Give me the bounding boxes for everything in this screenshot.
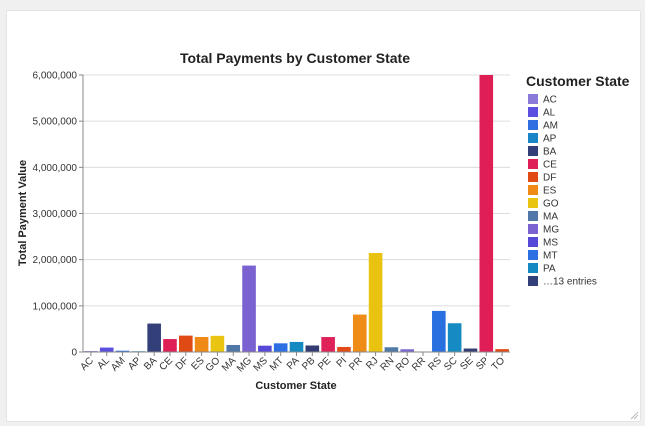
legend-swatch bbox=[528, 237, 538, 247]
x-tick-label: ES bbox=[190, 355, 207, 372]
bar-chart: Total Payments by Customer State 0 1,000,… bbox=[17, 50, 639, 420]
legend-swatch bbox=[528, 146, 538, 156]
bar-rs[interactable] bbox=[432, 310, 446, 352]
bar-to[interactable] bbox=[495, 349, 509, 352]
x-tick-label: SC bbox=[442, 355, 460, 373]
y-tick-label: 2,000,000 bbox=[33, 255, 78, 266]
legend-swatch bbox=[528, 250, 538, 260]
x-tick-label: RS bbox=[426, 355, 444, 373]
legend-swatch bbox=[528, 224, 538, 234]
bar-rn[interactable] bbox=[384, 347, 399, 352]
x-tick-label: PR bbox=[347, 355, 365, 373]
legend-swatch bbox=[528, 276, 538, 286]
chart-panel: Total Payments by Customer State 0 1,000,… bbox=[6, 10, 641, 422]
bar-pi[interactable] bbox=[337, 346, 351, 352]
bar-pe[interactable] bbox=[321, 337, 335, 352]
y-tick-label: 6,000,000 bbox=[33, 71, 78, 82]
y-tick-label: 4,000,000 bbox=[33, 163, 78, 174]
gridlines bbox=[83, 74, 510, 307]
chart-title: Total Payments by Customer State bbox=[180, 50, 410, 66]
x-tick-label: CE bbox=[157, 355, 175, 373]
legend-label: AP bbox=[543, 134, 557, 145]
legend-label: AC bbox=[543, 95, 557, 106]
x-axis-label: Customer State bbox=[255, 380, 336, 392]
bar-go[interactable] bbox=[210, 335, 225, 352]
x-tick-label: PI bbox=[335, 355, 349, 369]
legend-more-entries[interactable]: …13 entries bbox=[543, 277, 597, 288]
legend-label: MT bbox=[543, 251, 557, 262]
x-tick-label: MA bbox=[220, 355, 239, 374]
legend-swatch bbox=[528, 263, 538, 273]
x-tick-label: AM bbox=[109, 355, 127, 373]
legend-swatch bbox=[528, 120, 538, 130]
x-tick-label: RN bbox=[379, 355, 397, 373]
x-tick-label: PA bbox=[285, 355, 302, 372]
legend-label: MG bbox=[543, 225, 559, 236]
legend-label: AM bbox=[543, 121, 558, 132]
y-tick-label: 1,000,000 bbox=[33, 301, 78, 312]
legend-title: Customer State bbox=[526, 73, 630, 89]
bar-ba[interactable] bbox=[147, 323, 161, 352]
legend-label: BA bbox=[543, 147, 557, 158]
bar-pa[interactable] bbox=[289, 341, 304, 352]
legend-label: MA bbox=[543, 212, 558, 223]
bar-rj[interactable] bbox=[368, 253, 383, 352]
y-axis-ticks: 0 1,000,000 2,000,000 3,000,000 4,000,000 5,0… bbox=[33, 71, 83, 359]
y-tick-label: 3,000,000 bbox=[33, 209, 78, 220]
bar-se[interactable] bbox=[463, 348, 478, 352]
bar-sc[interactable] bbox=[447, 323, 462, 352]
bar-al[interactable] bbox=[99, 347, 114, 352]
bar-ce[interactable] bbox=[163, 339, 177, 352]
bar-es[interactable] bbox=[194, 336, 209, 352]
bar-pb[interactable] bbox=[305, 345, 320, 352]
x-tick-label: MS bbox=[252, 355, 271, 374]
bar-pr[interactable] bbox=[352, 314, 367, 352]
x-tick-label: MT bbox=[268, 355, 286, 373]
x-tick-label: RJ bbox=[364, 355, 380, 371]
bar-mg[interactable] bbox=[242, 265, 256, 352]
legend-label: GO bbox=[543, 199, 559, 210]
bar-df[interactable] bbox=[178, 335, 193, 352]
legend-label: PA bbox=[543, 264, 556, 275]
legend-label: ES bbox=[543, 186, 557, 197]
x-tick-label: AL bbox=[95, 355, 112, 372]
x-tick-label: BA bbox=[142, 355, 159, 372]
legend: AC AL AM AP BA CE DF ES GO MA MG MS MT PA …13 entries bbox=[528, 94, 597, 288]
bars bbox=[84, 75, 509, 353]
legend-swatch bbox=[528, 185, 538, 195]
legend-label: CE bbox=[543, 160, 557, 171]
bar-mt[interactable] bbox=[273, 343, 288, 352]
y-tick-label: 0 bbox=[71, 348, 77, 359]
x-tick-label: DF bbox=[174, 355, 191, 372]
x-tick-label: RR bbox=[410, 355, 428, 373]
legend-label: DF bbox=[543, 173, 556, 184]
legend-swatch bbox=[528, 198, 538, 208]
y-axis-label: Total Payment Value bbox=[17, 160, 29, 266]
x-tick-label: SE bbox=[458, 355, 475, 372]
legend-swatch bbox=[528, 107, 538, 117]
bar-ms[interactable] bbox=[258, 345, 272, 352]
legend-swatch bbox=[528, 211, 538, 221]
bar-ma[interactable] bbox=[226, 344, 241, 352]
legend-label: AL bbox=[543, 108, 556, 119]
resize-handle-icon[interactable] bbox=[630, 411, 639, 420]
bar-ro[interactable] bbox=[400, 349, 415, 352]
x-tick-label: GO bbox=[204, 355, 223, 374]
legend-swatch bbox=[528, 133, 538, 143]
bar-sp[interactable] bbox=[479, 75, 494, 352]
x-tick-label: SP bbox=[474, 355, 491, 372]
y-tick-label: 5,000,000 bbox=[33, 117, 78, 128]
bar-am[interactable] bbox=[115, 350, 130, 352]
x-tick-label: PE bbox=[316, 355, 333, 372]
x-tick-label: AC bbox=[78, 355, 96, 373]
x-tick-label: PB bbox=[300, 355, 317, 372]
legend-swatch bbox=[528, 94, 538, 104]
x-tick-label: AP bbox=[126, 355, 143, 372]
legend-label: MS bbox=[543, 238, 558, 249]
x-tick-label: RO bbox=[394, 355, 413, 374]
legend-swatch bbox=[528, 159, 538, 169]
legend-swatch bbox=[528, 172, 538, 182]
x-tick-label: TO bbox=[490, 355, 508, 373]
